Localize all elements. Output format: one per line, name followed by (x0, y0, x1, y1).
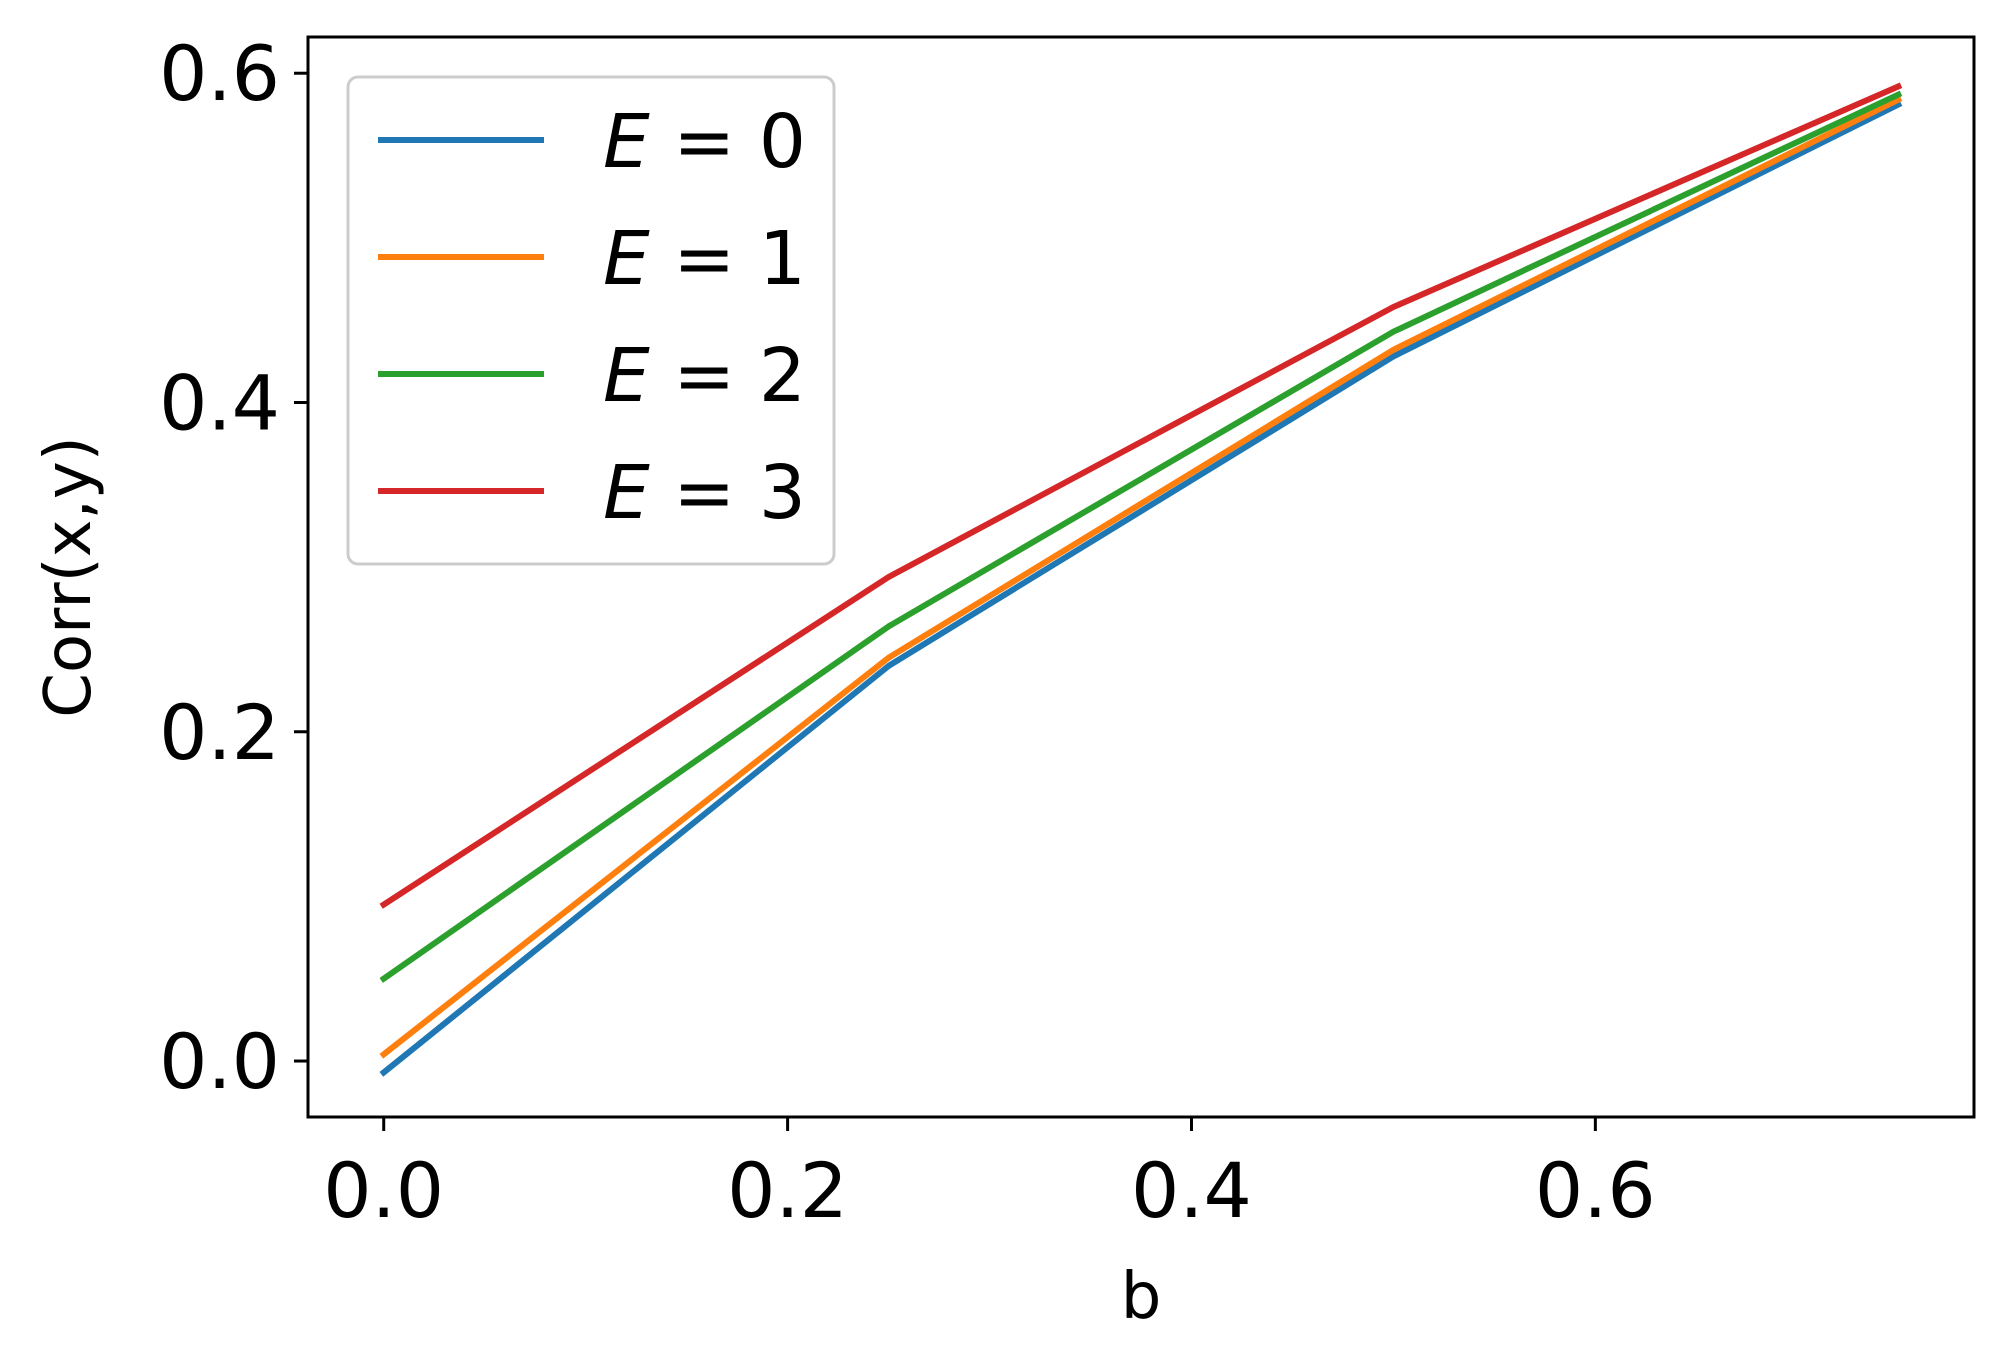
series-line-2 (379, 90, 1903, 983)
legend-box (346, 75, 836, 566)
series-line-0 (379, 100, 1903, 1077)
y-axis-label: Corr(x,y) (32, 436, 106, 717)
y-tick-label: 0.2 (159, 688, 280, 777)
y-tick-label: 0.6 (159, 29, 280, 118)
series-line-3 (379, 82, 1903, 909)
y-axis-ticks: 0.0 0.2 0.4 0.6 (159, 29, 308, 1106)
series-layer (379, 82, 1903, 1077)
legend-label-3: E = 3 (603, 450, 806, 536)
x-tick-label: 0.2 (727, 1146, 848, 1235)
legend-label-2: E = 2 (603, 333, 806, 419)
y-tick-label: 0.4 (159, 358, 280, 447)
legend-label-0: E = 0 (603, 99, 806, 185)
x-axis-ticks: 0.0 0.2 0.4 0.6 (323, 1117, 1656, 1235)
legend-label-1: E = 1 (603, 216, 806, 302)
x-axis-label: b (1121, 1260, 1162, 1334)
plot-frame (306, 35, 1976, 1119)
legend: E = 0 E = 1 E = 2 E = 3 (346, 75, 836, 566)
series-line-1 (379, 95, 1903, 1059)
x-tick-label: 0.6 (1535, 1146, 1656, 1235)
x-tick-label: 0.4 (1131, 1146, 1252, 1235)
x-tick-label: 0.0 (323, 1146, 444, 1235)
y-tick-label: 0.0 (159, 1017, 280, 1106)
